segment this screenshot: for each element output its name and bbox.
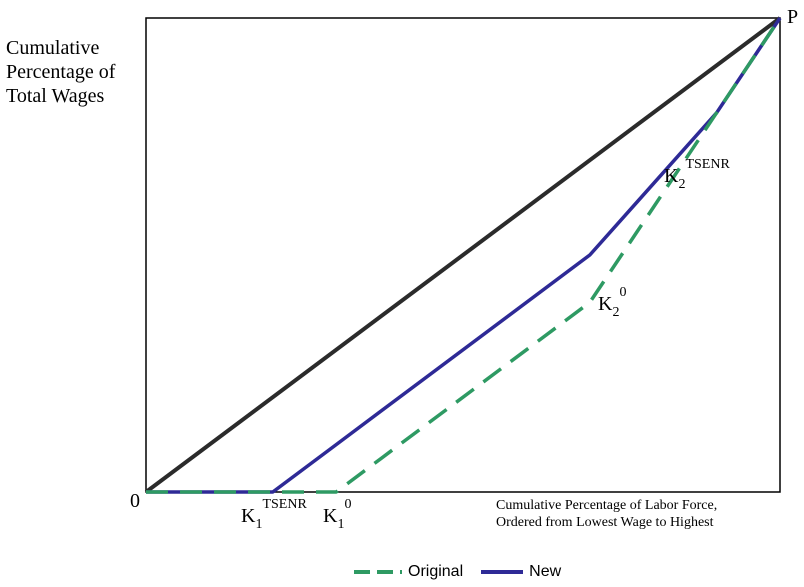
endpoint-label: P: [787, 6, 799, 28]
annotation-k1-tsenr: K1TSENR: [241, 497, 307, 532]
series-line-original: [146, 17, 782, 494]
legend-label-new: New: [529, 563, 562, 580]
x-axis-label-line: Cumulative Percentage of Labor Force,: [496, 498, 718, 513]
y-axis-label-line: Total Wages: [6, 85, 105, 107]
x-axis-label: Cumulative Percentage of Labor Force, Or…: [496, 497, 717, 531]
legend-item-new: New: [481, 563, 561, 581]
y-axis-label-line: Percentage of: [6, 61, 116, 83]
legend-label-original: Original: [408, 563, 464, 580]
y-axis-label-line: Cumulative: [6, 37, 100, 59]
x-axis-label-line: Ordered from Lowest Wage to Highest: [496, 515, 714, 530]
legend: Original New: [354, 563, 579, 581]
series-line-equality: [144, 16, 782, 494]
origin-label: 0: [130, 490, 140, 512]
legend-item-original: Original: [354, 563, 463, 581]
annotation-k2-tsenr: K2TSENR: [664, 157, 730, 192]
y-axis-label: Cumulative Percentage of Total Wages: [6, 36, 136, 108]
plot-frame: [145, 17, 781, 493]
annotation-k1-0: K10: [323, 497, 352, 532]
series-layer: [144, 16, 782, 494]
legend-swatch-new: [481, 570, 524, 574]
annotation-k2-0: K20: [598, 285, 627, 320]
legend-swatch-original: [354, 570, 402, 574]
